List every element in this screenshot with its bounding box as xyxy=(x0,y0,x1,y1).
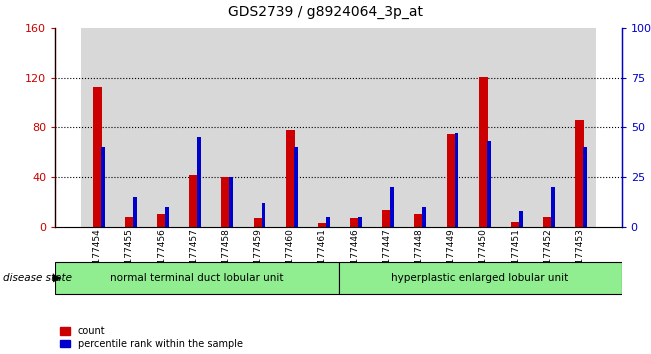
Bar xyxy=(307,28,339,227)
Bar xyxy=(92,86,102,227)
Bar xyxy=(113,28,145,227)
Bar xyxy=(551,187,555,227)
Text: ▶: ▶ xyxy=(53,273,62,283)
Bar xyxy=(262,203,266,227)
Bar xyxy=(221,177,230,227)
Bar xyxy=(286,130,295,227)
Bar xyxy=(339,28,370,227)
Bar xyxy=(499,28,532,227)
Bar xyxy=(479,76,488,227)
FancyBboxPatch shape xyxy=(339,262,622,294)
Bar xyxy=(382,210,391,227)
Bar xyxy=(403,28,435,227)
Bar xyxy=(253,218,262,227)
Bar xyxy=(390,187,394,227)
Bar xyxy=(274,28,307,227)
Bar xyxy=(165,207,169,227)
Bar xyxy=(422,207,426,227)
Bar xyxy=(575,120,585,227)
Text: GDS2739 / g8924064_3p_at: GDS2739 / g8924064_3p_at xyxy=(228,5,423,19)
Bar xyxy=(415,214,423,227)
Bar xyxy=(511,222,520,227)
Bar xyxy=(532,28,564,227)
Bar xyxy=(197,137,201,227)
Bar xyxy=(229,177,233,227)
Bar xyxy=(487,141,491,227)
FancyBboxPatch shape xyxy=(55,262,339,294)
Bar xyxy=(157,214,166,227)
Bar xyxy=(210,28,242,227)
Bar xyxy=(318,223,327,227)
Bar xyxy=(189,175,198,227)
Bar xyxy=(294,147,298,227)
Bar xyxy=(447,133,456,227)
Bar xyxy=(467,28,499,227)
Bar xyxy=(358,217,362,227)
Bar xyxy=(435,28,467,227)
Bar xyxy=(454,133,458,227)
Bar xyxy=(564,28,596,227)
Bar xyxy=(543,217,552,227)
Bar xyxy=(178,28,210,227)
Text: disease state: disease state xyxy=(3,273,72,283)
Text: normal terminal duct lobular unit: normal terminal duct lobular unit xyxy=(110,273,284,283)
Bar xyxy=(350,218,359,227)
Legend: count, percentile rank within the sample: count, percentile rank within the sample xyxy=(60,326,243,349)
Bar xyxy=(145,28,178,227)
Bar xyxy=(326,217,330,227)
Bar xyxy=(242,28,274,227)
Bar xyxy=(81,28,113,227)
Text: hyperplastic enlarged lobular unit: hyperplastic enlarged lobular unit xyxy=(391,273,569,283)
Bar xyxy=(133,197,137,227)
Bar xyxy=(125,217,134,227)
Bar xyxy=(101,147,105,227)
Bar xyxy=(583,147,587,227)
Bar xyxy=(519,211,523,227)
Bar xyxy=(370,28,403,227)
